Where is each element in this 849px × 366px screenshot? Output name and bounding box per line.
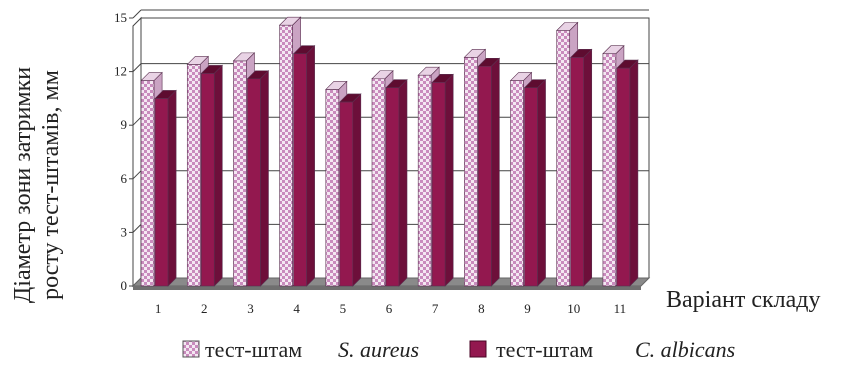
x-tick-label: 11	[614, 301, 627, 316]
bar-c-albicans	[154, 89, 177, 287]
bar-s-aureus-front	[233, 60, 247, 287]
bar-c-albicans-side	[629, 59, 639, 287]
bar-c-albicans-front	[524, 87, 538, 287]
x-tick-label: 2	[201, 301, 208, 316]
x-tick-label: 10	[567, 301, 580, 316]
x-tick-label: 1	[155, 301, 162, 316]
gridline-side	[132, 116, 142, 126]
y-tick-label: 12	[114, 64, 127, 79]
gridline-side	[132, 224, 142, 233]
y-axis-label-line2: росту тест-штамів, мм	[38, 70, 64, 300]
x-tick-label: 9	[524, 301, 531, 316]
y-tick-label: 0	[121, 278, 128, 293]
x-tick-label: 5	[340, 301, 347, 316]
floor-edge	[133, 286, 641, 290]
bar-c-albicans	[616, 59, 639, 287]
bar-c-albicans	[200, 64, 223, 287]
bar-s-aureus-front	[417, 74, 432, 287]
bar-c-albicans-front	[293, 53, 307, 287]
bar-c-albicans	[431, 73, 454, 287]
bar-s-aureus-front	[464, 57, 478, 287]
y-axis-label-line1: Діаметр зони затримки	[10, 67, 36, 303]
bar-c-albicans	[570, 48, 593, 287]
bar-c-albicans-front	[478, 65, 492, 287]
bar-s-aureus-front	[510, 80, 524, 287]
bar-c-albicans-front	[200, 73, 215, 287]
x-tick-label: 3	[247, 301, 254, 316]
bar-c-albicans-front	[247, 78, 261, 287]
bar-c-albicans-side	[167, 89, 177, 287]
x-tick-label: 8	[478, 301, 485, 316]
bar-c-albicans-front	[385, 87, 400, 287]
bar-c-albicans	[246, 70, 270, 287]
bar-c-albicans-side	[491, 57, 500, 287]
bar-c-albicans-side	[306, 45, 315, 287]
bar-c-albicans-side	[213, 64, 223, 287]
bar-c-albicans	[292, 45, 316, 287]
gridline-side	[132, 9, 142, 19]
x-axis-label: Варіант складу	[666, 287, 820, 313]
legend-label-species-2: C. albicans	[635, 337, 735, 362]
y-tick-label: 9	[121, 117, 128, 132]
bar-s-aureus-front	[325, 89, 340, 287]
bar-c-albicans-side	[537, 78, 546, 287]
y-tick-label: 6	[121, 171, 128, 186]
x-tick-label: 4	[293, 301, 300, 316]
legend-swatch-s-aureus	[182, 340, 200, 358]
legend-swatch-c-albicans	[469, 340, 487, 358]
bar-c-albicans-side	[583, 48, 593, 287]
bar-c-albicans-side	[352, 93, 362, 287]
x-tick-label: 7	[432, 301, 439, 316]
bar-s-aureus-front	[602, 53, 617, 287]
bar-s-aureus-front	[186, 64, 201, 287]
bar-c-albicans-front	[339, 101, 354, 287]
bar-c-albicans-front	[616, 67, 631, 287]
bar-c-albicans	[385, 78, 408, 287]
legend-label-prefix-1: тест-штам	[205, 337, 302, 362]
legend-label-species-1: S. aureus	[338, 337, 419, 362]
bar-c-albicans	[477, 57, 501, 287]
bar-c-albicans-front	[154, 98, 169, 287]
bar-c-albicans	[339, 93, 362, 287]
bars	[140, 16, 639, 287]
bar-s-aureus-front	[279, 24, 293, 287]
bar-c-albicans-side	[398, 78, 408, 287]
gridline-side	[132, 170, 142, 180]
bar-c-albicans	[523, 78, 547, 287]
bar-c-albicans-side	[260, 70, 269, 287]
y-tick-label: 3	[121, 224, 128, 239]
bar-s-aureus-front	[556, 30, 571, 287]
bar-c-albicans-front	[431, 82, 446, 287]
bar-c-albicans-front	[570, 57, 585, 287]
y-tick-labels: 0 3 6 9 12 15	[114, 10, 133, 293]
bar-s-aureus-front	[371, 78, 386, 287]
gridline-side	[132, 63, 142, 72]
legend-label-prefix-2: тест-штам	[496, 337, 593, 362]
y-tick-label: 15	[114, 10, 127, 25]
x-tick-label: 6	[386, 301, 393, 316]
legend: тест-штам S. aureus тест-штам C. albican…	[182, 337, 735, 362]
bar-s-aureus-front	[140, 80, 155, 287]
bar-c-albicans-side	[444, 73, 454, 287]
x-tick-labels: 1 2 3 4 5 6 7 8 9 10 11	[155, 301, 626, 316]
left-wall	[132, 16, 142, 288]
